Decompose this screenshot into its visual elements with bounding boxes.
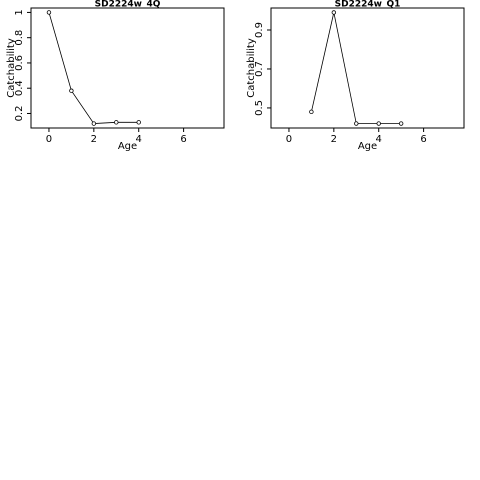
point xyxy=(46,10,52,15)
point xyxy=(69,88,74,93)
x-tick-label: 6 xyxy=(420,134,426,145)
y-tick-label: 0.7 xyxy=(254,61,265,77)
chart-title: SD2224w_4Q xyxy=(95,0,161,10)
y-axis-label: Catchability xyxy=(246,38,257,98)
line xyxy=(311,12,402,124)
point xyxy=(331,10,337,15)
point xyxy=(136,120,141,125)
y-tick-label: 1 xyxy=(14,9,25,15)
point xyxy=(309,109,314,115)
x-axis-label: Age xyxy=(118,141,137,152)
y-tick-label: 0.4 xyxy=(14,80,25,96)
panel: SD2224w_Q1 Age Catchability 0 2 4 6 0.5 0.7 0.9 xyxy=(246,0,465,152)
x-tick-label: 4 xyxy=(136,134,142,145)
y-axis-label: Catchability xyxy=(6,38,17,98)
x-tick-label: 4 xyxy=(376,134,382,145)
point xyxy=(91,121,97,126)
panel: SD2224w_4Q Age Catchability 0 2 4 6 0.2 0.4 0.6 0.… xyxy=(6,0,225,152)
point xyxy=(398,121,404,126)
y-tick-label: 0.5 xyxy=(254,100,265,116)
line xyxy=(48,12,139,124)
x-tick-label: 6 xyxy=(180,134,186,145)
y-tick-label: 0.8 xyxy=(14,30,25,46)
x-axis-label: Age xyxy=(358,141,377,152)
x-tick-label: 2 xyxy=(91,134,97,145)
x-tick-label: 0 xyxy=(286,134,292,145)
point xyxy=(376,121,381,126)
plot-frame xyxy=(30,7,225,129)
x-tick-label: 2 xyxy=(331,134,337,145)
plot-frame xyxy=(270,7,465,129)
chart-title: SD2224w_Q1 xyxy=(335,0,401,10)
point xyxy=(354,121,359,126)
y-tick-label: 0.6 xyxy=(14,55,25,71)
point xyxy=(114,120,119,125)
y-tick-label: 0.9 xyxy=(254,22,265,38)
y-tick-label: 0.2 xyxy=(14,106,25,122)
x-tick-label: 0 xyxy=(46,134,52,145)
